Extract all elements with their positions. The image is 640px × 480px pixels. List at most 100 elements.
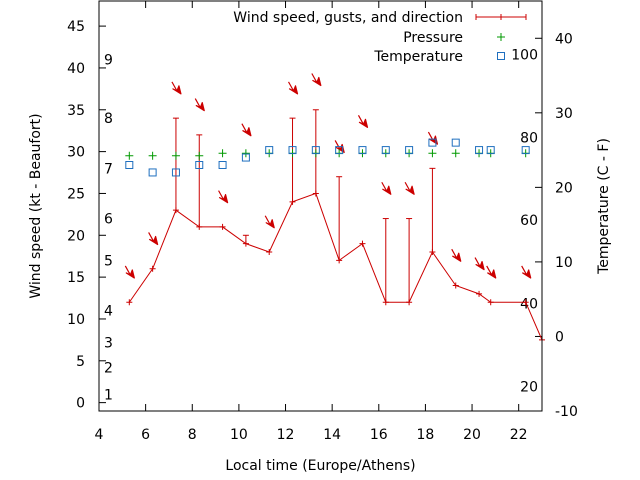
wind-speed-point [336, 257, 343, 264]
legend-temperature-label: Temperature [373, 49, 463, 65]
x-tick-label: 14 [323, 427, 341, 443]
y-axis-left-label: Wind speed (kt - Beaufort) [28, 113, 44, 298]
y-left-tick-label: 40 [67, 61, 85, 77]
scale-label-layer: 1 2 3 4 5 6 7 8 9 20 40 60 80 100 [104, 48, 538, 404]
temperature-point [148, 168, 157, 177]
temperature-point [125, 161, 134, 169]
fahrenheit-label: 40 [520, 297, 538, 313]
x-tick-label: 8 [188, 427, 197, 443]
wind-direction-arrow [194, 98, 205, 112]
wind-direction-arrow [241, 123, 252, 137]
fahrenheit-label: 80 [520, 130, 538, 146]
pressure-point [451, 149, 460, 158]
y-right-tick-label: 30 [555, 106, 573, 122]
fahrenheit-label: 60 [520, 213, 538, 229]
wind-direction-arrow [521, 265, 532, 279]
y-left-tick-label: 30 [67, 145, 85, 161]
beaufort-label: 7 [104, 161, 113, 177]
x-tick-label: 20 [463, 427, 481, 443]
y-right-tick-label: -10 [555, 404, 578, 420]
legend-temperature-swatch [497, 52, 505, 60]
wind-direction-arrow [287, 81, 299, 95]
beaufort-label: 1 [104, 387, 113, 403]
x-tick-label: 22 [510, 427, 528, 443]
beaufort-label: 8 [104, 111, 113, 127]
y-left-tick-label: 35 [67, 103, 85, 119]
temperature-point [451, 138, 460, 147]
temperature-point [381, 146, 390, 155]
wind-speed-point [429, 249, 436, 256]
beaufort-label: 9 [104, 53, 113, 69]
temperature-point [428, 138, 437, 147]
y-right-tick-label: 40 [555, 31, 573, 47]
plot-frame [98, 0, 543, 412]
wind-direction-arrow [218, 190, 229, 204]
wind-direction-arrow [451, 248, 462, 262]
wind-speed-point [522, 299, 529, 306]
temperature-point [288, 146, 297, 155]
temperature-point [218, 161, 227, 169]
wind-speed-point [126, 299, 133, 306]
pressure-point [125, 151, 134, 160]
wind-direction-arrow [381, 181, 392, 195]
x-tick-label: 12 [277, 427, 295, 443]
beaufort-label: 4 [104, 304, 113, 320]
legend: Wind speed, gusts, and direction Pressure… [233, 10, 527, 65]
wind-speed-point [406, 299, 413, 306]
temperature-point [311, 146, 320, 155]
pressure-point [195, 151, 204, 160]
series-layer [124, 73, 545, 343]
wind-direction-arrow [264, 215, 275, 229]
y-right-tick-label: 0 [555, 329, 564, 345]
y-left-tick-label: 0 [76, 396, 85, 412]
x-tick-label: 18 [417, 427, 435, 443]
wind-direction-arrow [474, 257, 485, 271]
y-left-tick-label: 15 [67, 270, 85, 286]
wind-direction-arrow [148, 232, 159, 246]
y-right-tick-label: 10 [555, 255, 573, 271]
temperature-point [358, 146, 367, 155]
wind-speed-point [476, 290, 483, 297]
y-left-tick-label: 5 [76, 354, 85, 370]
x-tick-label: 10 [230, 427, 248, 443]
x-tick-label: 4 [95, 427, 104, 443]
wind-direction-arrow [486, 265, 497, 279]
temperature-point [486, 146, 495, 155]
x-tick-label: 16 [370, 427, 388, 443]
temperature-point [265, 146, 274, 155]
legend-wind-label: Wind speed, gusts, and direction [233, 10, 463, 26]
y-left-tick-label: 20 [67, 228, 85, 244]
wind-direction-arrow [357, 115, 369, 128]
beaufort-label: 2 [104, 360, 113, 376]
wind-direction-arrow [311, 73, 322, 87]
wind-direction-arrow [404, 181, 415, 195]
wind-speed-point [266, 249, 273, 256]
beaufort-label: 5 [104, 253, 113, 269]
wind-speed-point [242, 240, 249, 247]
x-axis-label: Local time (Europe/Athens) [225, 458, 415, 474]
wind-speed-point [289, 198, 296, 205]
temperature-point [521, 146, 530, 155]
legend-wind-swatch-mark [498, 14, 504, 20]
wind-direction-arrow [334, 140, 345, 154]
wind-speed-point [149, 265, 156, 272]
y-left-tick-label: 25 [67, 186, 85, 202]
pressure-point [428, 149, 437, 158]
wind-speed-point [196, 223, 203, 230]
temperature-point [171, 168, 180, 177]
pressure-point [218, 149, 227, 158]
tick-layer [98, 1, 542, 412]
tick-label-layer: 4 6 8 10 12 14 16 18 20 22051015202530354045-1001… [67, 19, 578, 443]
temperature-point [405, 146, 414, 155]
temperature-point [241, 153, 250, 162]
wind-direction-arrow [124, 265, 135, 279]
legend-pressure-swatch [497, 33, 505, 41]
temperature-point [195, 161, 204, 169]
wind-speed-point [359, 240, 366, 247]
wind-speed-point [487, 299, 494, 306]
pressure-point [241, 149, 250, 158]
fahrenheit-label: 100 [511, 48, 538, 64]
wind-direction-arrow [171, 81, 182, 95]
pressure-point [148, 151, 157, 160]
